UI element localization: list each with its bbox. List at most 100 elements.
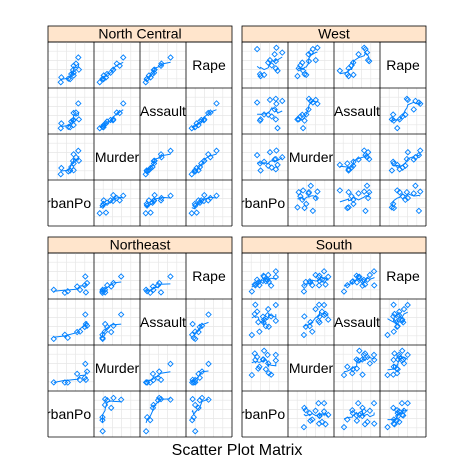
data-point xyxy=(154,281,162,289)
data-point xyxy=(68,118,75,125)
data-point xyxy=(273,147,280,154)
data-point xyxy=(265,278,273,286)
trend-line xyxy=(387,408,408,421)
data-point xyxy=(325,273,332,280)
data-point xyxy=(205,360,212,368)
data-point xyxy=(396,188,403,196)
data-point xyxy=(371,420,378,427)
data-point xyxy=(336,187,344,194)
data-point xyxy=(101,320,109,328)
data-point xyxy=(301,70,308,78)
data-point xyxy=(364,353,371,361)
cell-rape-vs-urbanpop xyxy=(242,253,288,299)
data-point xyxy=(272,155,280,163)
data-point xyxy=(101,401,109,409)
data-point xyxy=(371,282,378,289)
data-point xyxy=(300,331,308,339)
data-point xyxy=(348,193,355,200)
data-point xyxy=(102,209,110,216)
data-point xyxy=(309,416,316,423)
data-point xyxy=(196,118,204,125)
data-point xyxy=(365,188,373,196)
data-point xyxy=(157,151,165,158)
cell-rape-vs-assault xyxy=(140,253,186,299)
data-point xyxy=(76,286,84,294)
data-point xyxy=(312,305,319,313)
data-point xyxy=(349,366,357,373)
data-point xyxy=(191,401,199,409)
data-point xyxy=(264,351,271,359)
data-point xyxy=(302,200,310,208)
data-point xyxy=(400,305,408,313)
data-point xyxy=(265,369,273,377)
data-point xyxy=(266,148,274,156)
data-point xyxy=(205,311,212,318)
data-point xyxy=(110,116,117,123)
panel-south: South Rape Assault Murder rbanPo xyxy=(241,237,427,438)
data-point xyxy=(268,113,275,120)
data-point xyxy=(349,278,357,285)
data-point xyxy=(75,147,82,155)
data-point xyxy=(360,44,368,51)
cell-urbanpop-vs-assault xyxy=(334,391,380,437)
data-point xyxy=(99,413,106,421)
trend-line xyxy=(391,193,421,207)
chart-title: Scatter Plot Matrix xyxy=(171,442,303,459)
trend-line xyxy=(191,398,209,416)
data-point xyxy=(253,99,261,106)
data-point xyxy=(350,158,357,166)
data-point xyxy=(260,111,268,118)
data-point xyxy=(361,281,369,288)
data-point xyxy=(301,204,308,212)
cell-rape-vs-murder xyxy=(288,42,334,88)
data-point xyxy=(354,399,362,407)
data-point xyxy=(390,117,398,124)
data-point xyxy=(404,351,411,359)
data-point xyxy=(299,124,307,132)
strip-label: North Central xyxy=(98,26,181,42)
data-point xyxy=(213,192,220,199)
data-point xyxy=(256,328,263,335)
data-point xyxy=(248,331,256,339)
data-point xyxy=(399,193,406,200)
data-point xyxy=(399,316,406,323)
data-point xyxy=(344,204,351,212)
data-point xyxy=(348,164,355,171)
data-point xyxy=(257,167,264,174)
data-point xyxy=(312,56,320,64)
data-point xyxy=(196,163,204,171)
data-point xyxy=(207,194,214,202)
data-point xyxy=(150,286,157,294)
data-point xyxy=(167,396,174,403)
data-point xyxy=(363,182,371,189)
data-point xyxy=(142,286,150,294)
data-point xyxy=(155,279,163,287)
data-point xyxy=(340,423,348,431)
data-point xyxy=(57,79,65,86)
data-point xyxy=(307,182,315,189)
data-point xyxy=(110,191,117,199)
data-point xyxy=(353,412,360,419)
data-point xyxy=(213,147,220,155)
data-point xyxy=(315,282,323,289)
data-point xyxy=(142,171,149,178)
data-point xyxy=(402,196,409,204)
data-point xyxy=(266,56,274,64)
data-point xyxy=(188,171,195,178)
data-point xyxy=(396,116,403,123)
data-point xyxy=(150,401,157,409)
data-point xyxy=(273,100,280,108)
diagonal-label-assault: Assault xyxy=(140,314,186,330)
cell-assault-vs-murder xyxy=(288,88,334,134)
data-point xyxy=(150,197,158,204)
data-point xyxy=(196,374,204,381)
data-point xyxy=(143,288,151,295)
cell-rape-vs-murder xyxy=(94,42,140,88)
data-point xyxy=(158,153,165,161)
data-point xyxy=(399,113,406,120)
data-point xyxy=(104,281,111,289)
cell-murder-vs-assault xyxy=(334,345,380,391)
data-point xyxy=(96,79,103,86)
cell-urbanpop-vs-murder xyxy=(288,391,334,437)
data-point xyxy=(262,366,270,373)
